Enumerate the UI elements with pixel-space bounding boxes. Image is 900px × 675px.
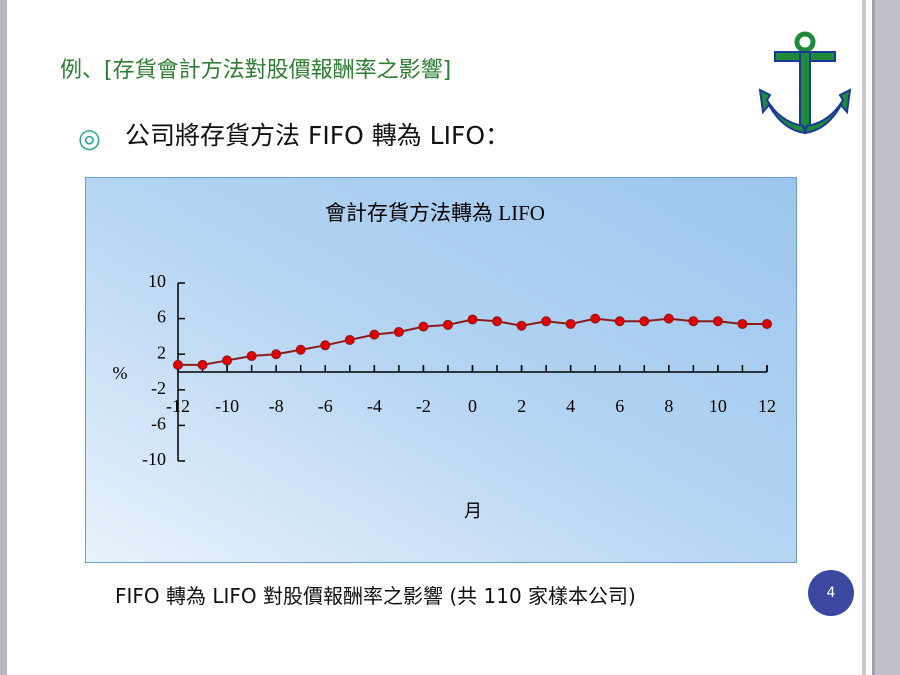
data-point (712, 316, 723, 327)
chart: 會計存貨方法轉為 LIFO % 月 -10 -6 -2 2 6 10 -12 -10 -8 -6 -… (85, 177, 797, 563)
y-tick-label: -10 (142, 449, 166, 469)
data-point (173, 359, 183, 370)
y-tick-label: -2 (151, 378, 166, 398)
y-tick-label: 6 (157, 307, 166, 327)
data-point (663, 313, 674, 324)
data-point (369, 329, 380, 340)
data-point (442, 319, 453, 330)
right-border (872, 0, 900, 675)
x-tick-label: -8 (269, 396, 284, 416)
caption: FIFO 轉為 LIFO 對股價報酬率之影響 (共 110 家樣本公司) (115, 584, 636, 608)
x-tick-label: 6 (615, 396, 624, 416)
x-tick-label: 2 (517, 396, 526, 416)
data-point (688, 316, 699, 327)
data-point (295, 344, 306, 355)
x-tick-label: 4 (566, 396, 575, 416)
page-number: 4 (808, 570, 854, 616)
data-point (565, 318, 576, 329)
data-point (590, 313, 601, 324)
x-tick-label: -12 (166, 396, 190, 416)
left-border (0, 0, 7, 675)
bullet-symbol: ◎ (78, 124, 101, 154)
anchor-icon (758, 31, 852, 135)
chart-title: 會計存貨方法轉為 LIFO (325, 201, 545, 225)
data-point (344, 334, 355, 345)
data-point (271, 349, 282, 360)
x-axis-label: 月 (464, 501, 482, 521)
data-point (246, 350, 257, 361)
x-tick-label: -4 (367, 396, 382, 416)
data-point (467, 314, 478, 325)
right-border (862, 0, 866, 675)
y-axis-label: % (113, 363, 128, 383)
x-tick-label: 0 (468, 396, 477, 416)
data-point (737, 318, 748, 329)
bullet-text: 公司將存貨方法 FIFO 轉為 LIFO： (125, 121, 511, 150)
data-point (418, 321, 429, 332)
data-point (393, 326, 404, 337)
data-point (614, 316, 625, 327)
y-tick-label: -6 (151, 414, 166, 434)
y-tick-label: 10 (148, 271, 166, 291)
data-point (222, 355, 233, 366)
data-point (492, 316, 503, 327)
x-tick-label: -6 (318, 396, 333, 416)
data-point (197, 359, 208, 370)
data-point (516, 320, 527, 331)
data-point (320, 340, 331, 351)
x-tick-label: 8 (664, 396, 673, 416)
x-tick-label: 10 (709, 396, 727, 416)
data-point (541, 316, 552, 327)
x-tick-label: -2 (416, 396, 431, 416)
data-point (639, 316, 650, 327)
slide-title: 例、[存貨會計方法對股價報酬率之影響] (60, 58, 452, 83)
x-tick-label: 12 (758, 396, 776, 416)
y-tick-label: 2 (157, 342, 166, 362)
data-point (762, 318, 772, 329)
chart-area (85, 177, 797, 563)
x-tick-label: -10 (215, 396, 239, 416)
